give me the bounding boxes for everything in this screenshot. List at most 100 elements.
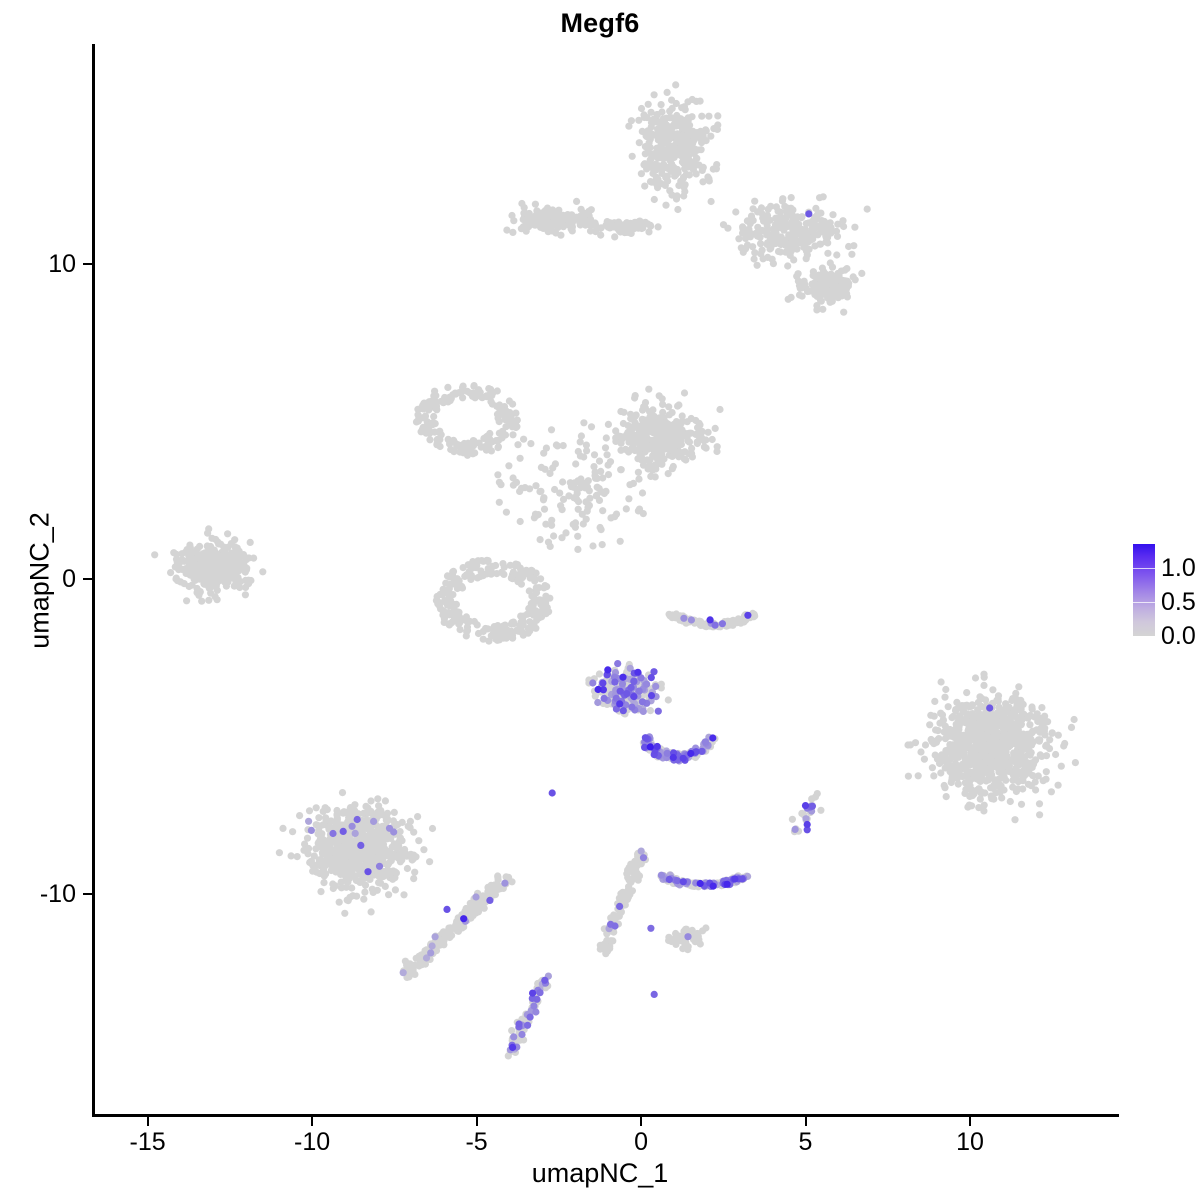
scatter-point — [757, 204, 766, 212]
scatter-point — [660, 455, 668, 463]
scatter-point — [519, 618, 527, 626]
scatter-points-layer — [151, 81, 1079, 1060]
scatter-point — [699, 178, 707, 186]
scatter-point — [834, 220, 842, 228]
scatter-point — [595, 670, 603, 678]
scatter-point — [546, 542, 554, 550]
scatter-point — [936, 759, 944, 768]
scatter-point — [802, 220, 810, 228]
scatter-point — [784, 221, 792, 229]
scatter-point — [205, 584, 213, 592]
scatter-point — [469, 910, 477, 918]
scatter-point — [612, 427, 620, 435]
scatter-point — [453, 441, 461, 450]
scatter-point — [682, 146, 690, 154]
scatter-point — [367, 908, 375, 916]
scatter-point — [990, 711, 998, 719]
scatter-point — [625, 864, 633, 872]
scatter-point — [599, 474, 607, 482]
scatter-point — [475, 439, 483, 447]
scatter-point — [658, 127, 667, 135]
scatter-point — [620, 408, 628, 416]
scatter-point — [515, 1020, 523, 1028]
scatter-point — [768, 255, 776, 263]
scatter-point — [540, 449, 548, 457]
scatter-point — [683, 418, 691, 426]
scatter-point — [628, 152, 636, 160]
scatter-point — [976, 795, 984, 803]
scatter-point — [515, 572, 523, 580]
scatter-point — [937, 709, 945, 717]
scatter-point — [550, 532, 558, 540]
scatter-point — [595, 457, 604, 465]
scatter-point — [1000, 757, 1008, 765]
scatter-point — [713, 125, 722, 133]
x-tick-label: 0 — [634, 1128, 648, 1156]
scatter-point — [946, 725, 954, 734]
scatter-point — [444, 590, 453, 598]
scatter-point — [415, 837, 423, 845]
scatter-point — [986, 739, 994, 747]
scatter-point — [662, 201, 670, 209]
scatter-point — [987, 792, 995, 800]
scatter-point — [709, 165, 717, 173]
scatter-point — [495, 629, 504, 638]
scatter-point — [641, 438, 649, 446]
scatter-point — [177, 578, 185, 586]
scatter-point — [687, 749, 695, 758]
scatter-point — [469, 448, 477, 456]
scatter-point — [612, 437, 620, 445]
scatter-point — [1042, 752, 1051, 760]
scatter-point — [300, 846, 308, 854]
scatter-point — [477, 567, 485, 575]
scatter-point — [800, 243, 808, 251]
scatter-point — [665, 933, 673, 941]
scatter-point — [317, 832, 325, 840]
scatter-point — [522, 227, 530, 235]
scatter-point — [669, 462, 677, 471]
scatter-point — [753, 261, 761, 269]
scatter-point — [214, 553, 222, 562]
scatter-point — [381, 797, 389, 805]
scatter-point — [447, 445, 455, 454]
scatter-point — [505, 462, 513, 470]
scatter-point — [673, 933, 681, 941]
scatter-point — [1006, 715, 1014, 723]
scatter-point — [1067, 723, 1076, 732]
scatter-point — [793, 213, 802, 221]
scatter-point — [695, 161, 703, 169]
scatter-point — [579, 520, 587, 528]
scatter-point — [680, 192, 688, 200]
scatter-point — [848, 250, 856, 258]
scatter-point — [713, 443, 721, 451]
scatter-point — [476, 572, 484, 581]
x-tick-label: -10 — [294, 1128, 331, 1156]
y-tick-label: 10 — [48, 250, 76, 279]
scatter-point — [731, 875, 739, 883]
scatter-point — [635, 139, 643, 147]
scatter-point — [676, 147, 684, 155]
scatter-point — [461, 572, 469, 581]
scatter-point — [665, 875, 673, 884]
scatter-point — [800, 277, 808, 285]
scatter-point — [930, 772, 938, 780]
x-axis-title: umapNC_1 — [531, 1158, 669, 1188]
scatter-point — [659, 408, 667, 416]
scatter-point — [835, 284, 843, 292]
scatter-point — [688, 453, 697, 461]
scatter-point — [612, 510, 621, 518]
scatter-point — [757, 227, 765, 235]
scatter-point — [530, 599, 538, 607]
scatter-point — [644, 161, 652, 169]
scatter-point — [1021, 736, 1029, 744]
scatter-point — [498, 427, 507, 435]
scatter-point — [711, 621, 719, 629]
scatter-point — [453, 575, 461, 583]
scatter-point — [320, 879, 328, 887]
scatter-point — [493, 387, 501, 395]
scatter-point — [396, 858, 404, 866]
scatter-point — [199, 551, 207, 559]
scatter-point — [851, 223, 859, 231]
scatter-point — [638, 698, 647, 706]
scatter-point — [971, 725, 979, 734]
